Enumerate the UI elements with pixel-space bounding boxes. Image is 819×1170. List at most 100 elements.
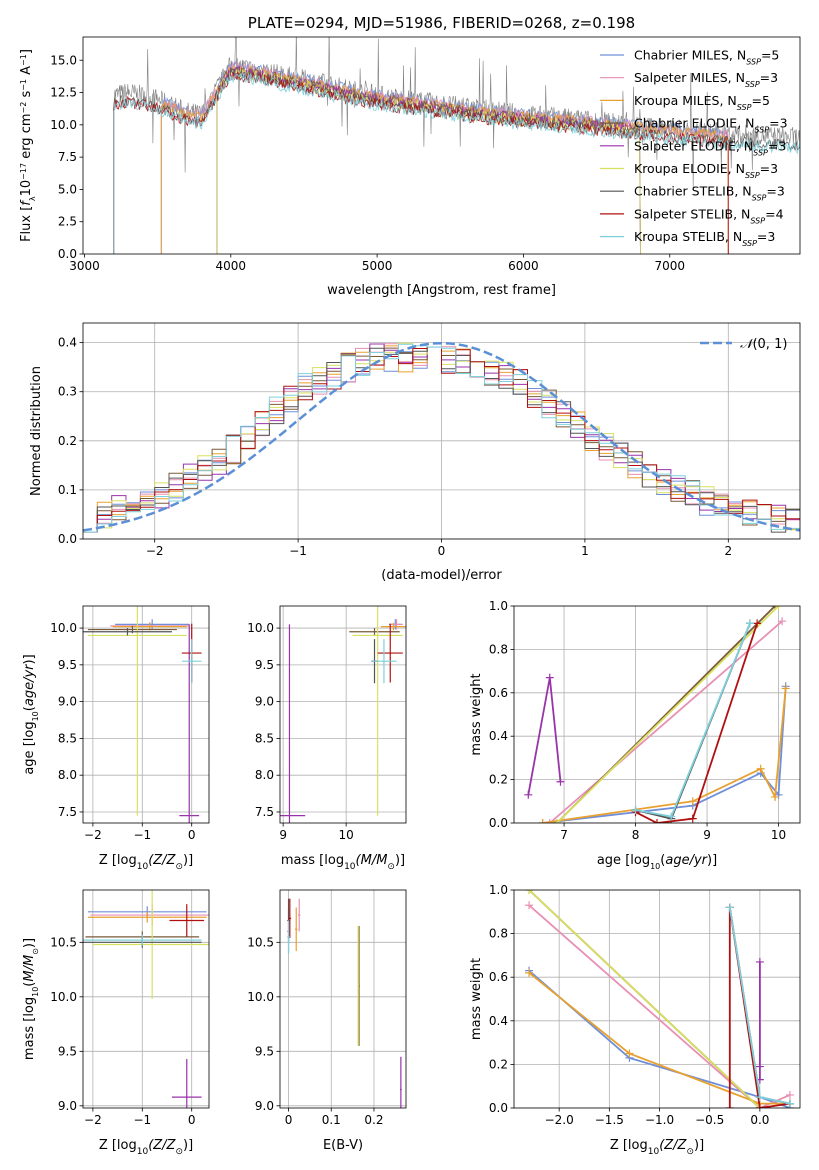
legend-label-text: Chabrier STELIB, N <box>634 184 752 199</box>
errorbar-kroupa_elodie <box>87 606 187 816</box>
y-tick-label: 7.5 <box>255 805 274 819</box>
x-axis-label: Z [log10(Z/Z⊙)] <box>99 1138 193 1157</box>
x-axis-label: mass [log10(M/M⊙)] <box>281 853 405 872</box>
y-axis-label-part: −1 <box>19 79 28 91</box>
x-axis-label-part: ⊙ <box>387 862 395 872</box>
x-tick-label: −1 <box>289 544 307 558</box>
model-salpeter_miles <box>160 61 729 254</box>
plot-area <box>83 606 209 823</box>
legend-label: Chabrier MILES, NSSP=5 <box>634 48 779 67</box>
legend-label-count: =5 <box>751 93 769 108</box>
x-tick-label: 0 <box>188 1113 196 1127</box>
y-tick-label: 0.0 <box>58 247 77 261</box>
y-axis-label-part: λ <box>28 196 37 201</box>
axes-residuals: −2 −1 0 1 2 0.0 0.1 0.2 0.3 0.4 <box>58 322 801 558</box>
errorbar-salpeter_stelib <box>377 623 403 683</box>
y-axis-label-mass: mass [log10(M/M⊙)] <box>22 938 40 1060</box>
y-tick-label: 8.0 <box>58 768 77 782</box>
y-tick-label: 12.5 <box>50 86 77 100</box>
x-tick-label: 7000 <box>654 259 685 273</box>
weight-marker-kroupa_miles <box>770 792 779 801</box>
y-tick-label: 10.0 <box>247 621 274 635</box>
y-axis-label-mass-part: mass [log <box>22 997 37 1060</box>
y-axis-label-part: ] <box>19 49 34 54</box>
legend-label-text: Kroupa ELODIE, N <box>634 161 745 176</box>
errorbar-kroupa_stelib <box>83 934 202 946</box>
legend-label-sub: SSP <box>745 80 760 89</box>
y-tick-label: 10.0 <box>50 118 77 132</box>
axes-frame <box>279 605 407 824</box>
x-axis-label-age-part: age/yr <box>665 853 708 868</box>
x-axis-label-age: age [log10(age/yr)] <box>597 853 717 871</box>
weight-line-kroupa_elodie <box>528 890 761 1108</box>
x-axis-label: E(B-V) <box>323 1138 363 1153</box>
y-tick-label: 15.0 <box>50 53 77 67</box>
x-tick-label: −2 <box>84 828 102 842</box>
weight-marker-salpeter_stelib <box>753 619 762 628</box>
y-tick-label: 0.4 <box>489 729 508 743</box>
x-axis-label-part: )] <box>694 1138 704 1153</box>
y-tick-label: 9.5 <box>58 658 77 672</box>
plot-area <box>280 606 406 823</box>
legend-label-sub: SSP <box>746 57 761 66</box>
y-tick-label: 5.0 <box>58 182 77 196</box>
x-tick-label: 0.2 <box>364 1113 383 1127</box>
plot-area <box>280 890 406 1108</box>
y-axis-label-mass-part: 10 <box>31 987 40 997</box>
legend-label-count: =4 <box>765 206 783 221</box>
weight-marker-salpeter_miles <box>525 901 534 910</box>
weight-marker-kroupa_stelib <box>667 812 676 821</box>
plot-area <box>83 323 800 539</box>
x-axis-label: Z [log10(Z/Z⊙)] <box>610 1138 704 1157</box>
axes-age_vs_Z: −2 −1 0 7.5 8.0 8.5 9.0 9.5 10.0 <box>50 605 210 842</box>
y-tick-label: 0.2 <box>489 773 508 787</box>
x-tick-label: −2 <box>84 1113 102 1127</box>
legend-label-text: Salpeter STELIB, N <box>634 206 750 221</box>
x-axis-label-part: )] <box>183 853 193 868</box>
x-tick-label: 8 <box>632 828 640 842</box>
y-axis-label: Flux [fλ10−17 erg cm−2 s−1 A−1] <box>19 49 37 242</box>
legend-label-count: =5 <box>761 48 779 63</box>
y-axis-label-part: A <box>19 66 34 79</box>
axes-age_vs_mass: 9 10 7.5 8.0 8.5 9.0 9.5 10.0 <box>247 605 407 842</box>
y-tick-label: 10.0 <box>50 990 77 1004</box>
y-tick-label: 9.5 <box>58 1044 77 1058</box>
x-tick-label: 10 <box>771 828 786 842</box>
x-axis-label-part: (M/M <box>356 853 388 868</box>
x-tick-label: 1 <box>581 544 589 558</box>
weight-marker-kroupa_miles <box>756 764 765 773</box>
weight-line-salpeter_miles <box>549 620 783 823</box>
x-axis-label-part: )] <box>395 853 405 868</box>
y-tick-label: 0.4 <box>489 1014 508 1028</box>
weight-marker-kroupa_stelib <box>745 619 754 628</box>
errorbar-salpeter_elodie <box>400 1056 402 1108</box>
y-axis-label-part: erg cm <box>19 113 34 162</box>
weight-marker-salpeter_stelib <box>725 1104 734 1108</box>
weight-marker-kroupa_miles <box>625 1049 634 1058</box>
legend-label-sub: SSP <box>750 216 765 225</box>
x-axis-label-part: Z [log <box>99 1138 137 1153</box>
x-axis-label-part: Z [log <box>99 853 137 868</box>
weight-line-salpeter_stelib <box>635 623 758 823</box>
x-axis-label-part: (Z/Z <box>659 1138 687 1153</box>
x-axis-label: (data-model)/error <box>381 568 502 583</box>
y-axis-label-mass-part: M/M <box>22 955 37 982</box>
y-axis-label-age-part: )] <box>22 654 37 664</box>
y-tick-label: 0.8 <box>489 642 508 656</box>
x-axis-label-age-part: age [log <box>597 853 650 868</box>
errorbar-kroupa_stelib <box>371 639 397 684</box>
legend-label-sub: SSP <box>753 148 768 157</box>
weight-marker-salpeter_stelib <box>653 819 661 823</box>
y-tick-label: 9.0 <box>58 1099 77 1113</box>
legend-label: Chabrier STELIB, NSSP=3 <box>634 184 785 203</box>
weight-marker-kroupa_stelib <box>785 1099 794 1108</box>
x-tick-label: −1 <box>133 828 151 842</box>
axes-frame <box>82 605 210 824</box>
x-tick-label: 5000 <box>362 259 393 273</box>
x-tick-label: 0 <box>438 544 446 558</box>
x-axis-label-part: (Z/Z <box>148 1138 176 1153</box>
weight-line-kroupa_stelib <box>635 623 751 818</box>
y-axis-label-part: Flux [ <box>19 206 34 242</box>
histogram-salpeter_stelib <box>83 346 800 533</box>
